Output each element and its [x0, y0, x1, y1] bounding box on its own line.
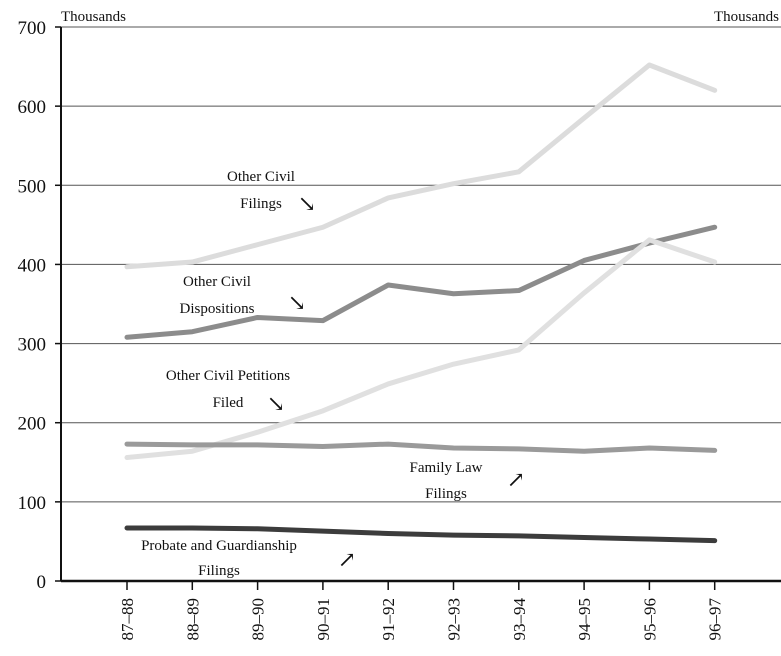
annotation-other-civil-petitions-arrow-icon: ↘: [267, 391, 285, 416]
annotation-other-civil-petitions-line-1: Other Civil Petitions: [166, 368, 290, 384]
x-tick-label: 95–96: [640, 598, 659, 641]
x-tick-labels: 87–88 88–89 89–90 90–91 91–92 92–93 93–94 94–95…: [118, 598, 725, 641]
series-lines: [124, 62, 718, 544]
y-axis-unit-label-left: Thousands: [61, 9, 126, 25]
annotation-family-law-filings-line-2: Filings: [425, 486, 467, 502]
x-tick-label: 96–97: [706, 598, 725, 641]
annotation-other-civil-filings-arrow-icon: ↘: [298, 191, 316, 216]
x-tick-label: 87–88: [118, 598, 137, 641]
x-tick-label: 91–92: [379, 598, 398, 641]
annotation-family-law-filings-arrow-icon: ↗: [507, 467, 525, 492]
x-tick-label: 90–91: [314, 598, 333, 641]
y-tick-label: 100: [18, 493, 47, 514]
y-tick-label: 700: [18, 18, 47, 39]
y-tick-label: 300: [18, 335, 47, 356]
x-tick-label: 93–94: [510, 598, 529, 641]
y-tick-label: 400: [18, 255, 47, 276]
annotation-family-law-filings-line-1: Family Law: [410, 460, 483, 476]
series-line-probate-and-guardianship-filings: [124, 525, 718, 544]
annotation-other-civil-dispositions-line-1: Other Civil: [183, 274, 251, 290]
axes: [55, 26, 781, 590]
y-tick-label: 0: [37, 572, 47, 593]
annotation-other-civil-petitions-line-2: Filed: [213, 395, 244, 411]
annotation-other-civil-dispositions-line-2: Dispositions: [179, 301, 254, 317]
series-line-family-law-filings: [124, 441, 718, 454]
annotation-other-civil-dispositions-arrow-icon: ↘: [288, 290, 306, 315]
annotation-probate-filings-line-1: Probate and Guardianship: [141, 538, 297, 554]
y-axis-unit-label-right: Thousands: [714, 9, 779, 25]
x-tick-label: 89–90: [249, 598, 268, 641]
y-tick-labels: 0 100 200 300 400 500 600 700: [18, 18, 47, 593]
x-tick-label: 88–89: [183, 598, 202, 641]
x-tick-label: 94–95: [575, 598, 594, 641]
series-line-other-civil-petitions-filed: [124, 237, 718, 461]
annotation-other-civil-filings-line-1: Other Civil: [227, 169, 295, 185]
series-line-other-civil-filings: [124, 62, 718, 270]
annotation-other-civil-filings-line-2: Filings: [240, 196, 282, 212]
x-tick-label: 92–93: [445, 598, 464, 641]
annotation-probate-filings-line-2: Filings: [198, 563, 240, 579]
y-tick-label: 200: [18, 414, 47, 435]
y-tick-label: 600: [18, 97, 47, 118]
y-tick-label: 500: [18, 176, 47, 197]
series-line-other-civil-dispositions: [124, 224, 718, 340]
annotation-probate-filings-arrow-icon: ↗: [338, 547, 356, 572]
